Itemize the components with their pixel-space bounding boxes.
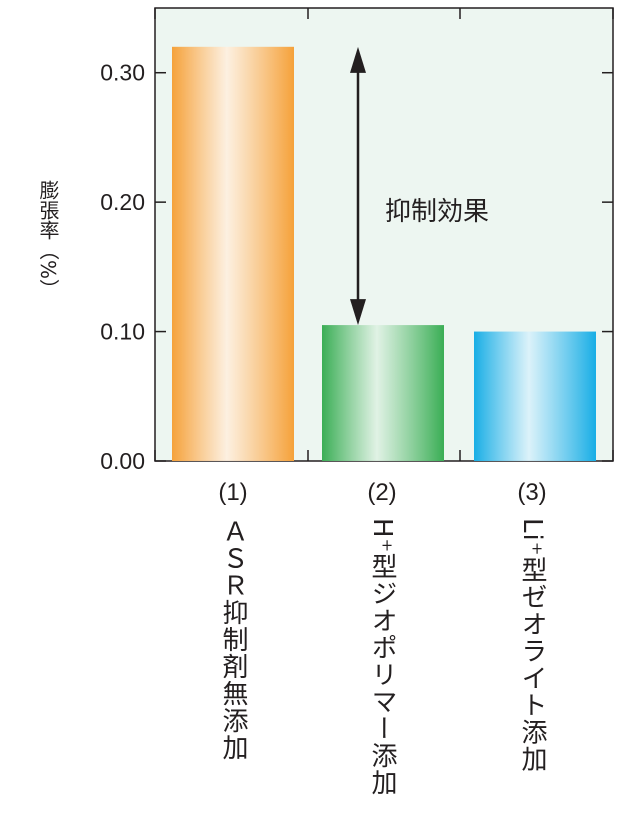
category-1-number: (1) [218,479,248,506]
bar-1 [172,46,294,461]
effect-arrow-head-bottom [350,299,366,326]
y-tick-label: 0.30 [100,60,145,86]
category-3: (3) Li⁺型ゼオライト添加 [502,478,562,772]
bar-2-tint [322,325,444,461]
category-2-label: H⁺型ジオポリマー添加 [367,518,397,797]
bar-3-tint [474,331,596,461]
y-tick-label: 0.10 [100,319,145,345]
y-tick-label: 0.20 [100,189,145,215]
category-3-number: (3) [517,479,547,506]
bar-3 [474,331,596,461]
category-2: (2) H⁺型ジオポリマー添加 [352,478,412,796]
y-tick-label: 0.00 [100,448,145,474]
effect-arrow-head-top [350,46,366,73]
y-axis-label: 膨張率（%） [36,180,60,300]
category-3-label: Li⁺型ゼオライト添加 [517,518,547,773]
category-2-number: (2) [367,479,397,506]
category-1-label: ＡＳＲ抑制剤無添加 [218,518,248,761]
category-1: (1) ＡＳＲ抑制剤無添加 [203,478,263,761]
effect-label: 抑制効果 [385,197,489,227]
bar-2 [322,325,444,461]
bar-1-tint [172,46,294,461]
